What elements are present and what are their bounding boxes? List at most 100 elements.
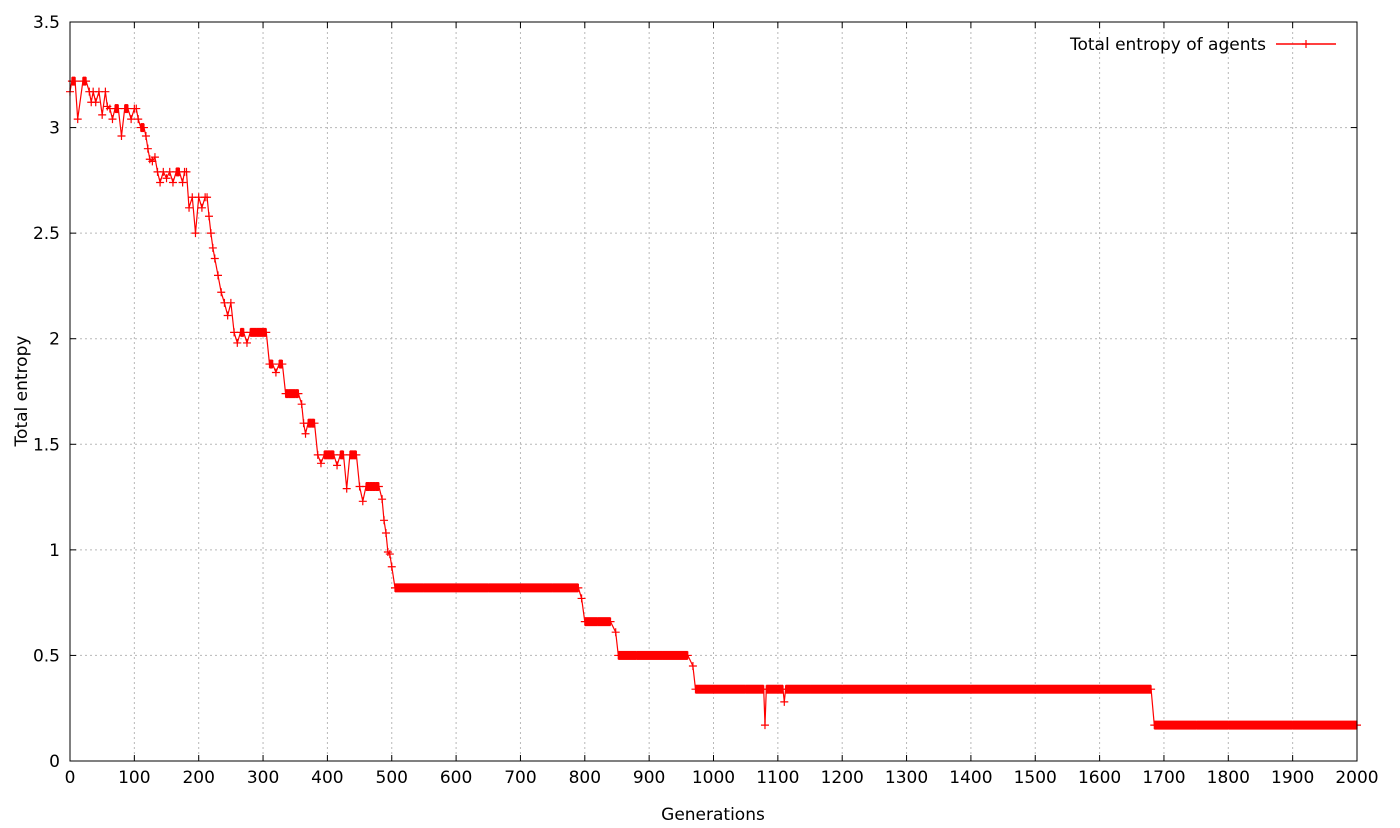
series-total-entropy-of-agents <box>66 76 1361 730</box>
data-point <box>271 368 280 377</box>
x-tick-label: 100 <box>118 768 150 788</box>
data-point <box>902 685 911 694</box>
marker-band <box>662 650 688 660</box>
x-tick-label: 1000 <box>692 768 735 788</box>
marker-band <box>810 684 843 694</box>
data-point <box>203 193 212 202</box>
data-point <box>688 661 697 670</box>
data-point <box>577 594 586 603</box>
x-tick-label: 1100 <box>756 768 799 788</box>
marker-band <box>906 684 971 694</box>
x-tick-label: 1400 <box>949 768 992 788</box>
data-point <box>262 328 271 337</box>
marker-band <box>842 684 907 694</box>
data-point <box>148 157 157 166</box>
data-point <box>82 77 91 86</box>
marker-band <box>785 684 811 694</box>
x-axis-ticks: 0 100 200 300 400 500 600 700 800 900 1000 1100 1200… <box>65 22 1379 788</box>
x-tick-label: 1800 <box>1207 768 1250 788</box>
data-point <box>966 685 975 694</box>
x-tick-label: 1700 <box>1142 768 1185 788</box>
marker-band <box>970 684 1036 694</box>
marker-band <box>520 583 553 593</box>
y-tick-label: 0.5 <box>33 646 60 666</box>
data-point <box>91 98 100 107</box>
marker-band <box>1228 720 1293 730</box>
marker-band <box>584 617 598 627</box>
data-point <box>333 461 342 470</box>
data-point <box>611 628 620 637</box>
data-point <box>197 203 206 212</box>
marker-band <box>766 684 778 694</box>
data-point <box>233 338 242 347</box>
x-tick-label: 1300 <box>885 768 928 788</box>
data-point <box>342 484 351 493</box>
y-tick-label: 2.5 <box>33 224 60 244</box>
marker-band <box>695 684 714 694</box>
data-point <box>162 174 171 183</box>
data-point <box>374 482 383 491</box>
data-point <box>316 459 325 468</box>
data-point <box>178 178 187 187</box>
data-point <box>206 229 215 238</box>
data-point <box>381 528 390 537</box>
y-tick-label: 2 <box>49 330 60 350</box>
x-tick-label: 0 <box>65 768 76 788</box>
data-point <box>143 144 152 153</box>
data-point <box>390 583 399 592</box>
y-tick-label: 1.5 <box>33 435 60 455</box>
marker-band <box>423 583 457 593</box>
data-point <box>185 203 194 212</box>
y-axis-label: Total entropy <box>12 336 32 448</box>
data-point <box>780 697 789 706</box>
data-point <box>709 685 718 694</box>
marker-band <box>745 684 764 694</box>
data-point <box>358 497 367 506</box>
data-point <box>108 115 117 124</box>
marker-band <box>1157 720 1197 730</box>
data-point <box>580 617 589 626</box>
data-point <box>452 583 461 592</box>
data-point <box>223 311 232 320</box>
x-tick-label: 600 <box>440 768 472 788</box>
data-point <box>593 617 602 626</box>
x-tick-label: 700 <box>504 768 536 788</box>
data-point <box>1153 721 1162 730</box>
data-point <box>1147 685 1156 694</box>
data-point <box>1192 721 1201 730</box>
x-tick-label: 1200 <box>821 768 864 788</box>
data-point <box>691 685 700 694</box>
x-tick-label: 900 <box>633 768 665 788</box>
data-point <box>117 132 126 141</box>
data-point <box>98 110 107 119</box>
marker-band <box>456 583 489 593</box>
data-point <box>1288 721 1297 730</box>
y-tick-label: 0 <box>49 752 60 772</box>
legend-plus-marker <box>1302 40 1310 48</box>
data-point <box>297 400 306 409</box>
data-point <box>214 271 223 280</box>
marker-band <box>1099 684 1152 694</box>
data-point <box>516 583 525 592</box>
data-point <box>301 429 310 438</box>
y-tick-label: 3 <box>49 119 60 139</box>
data-point <box>71 77 80 86</box>
y-tick-label: 1 <box>49 541 60 561</box>
data-point <box>806 685 815 694</box>
data-point <box>182 167 191 176</box>
x-tick-label: 300 <box>247 768 279 788</box>
data-point <box>204 212 213 221</box>
data-point <box>310 419 319 428</box>
data-point <box>210 254 219 263</box>
data-point <box>484 583 493 592</box>
x-axis-label: Generations <box>661 805 765 825</box>
legend-marker-glyph <box>1302 40 1310 48</box>
x-tick-label: 1900 <box>1271 768 1314 788</box>
marker-band <box>597 617 611 627</box>
data-point <box>1031 685 1040 694</box>
data-point <box>781 685 790 694</box>
data-point <box>242 338 251 347</box>
data-point <box>574 583 583 592</box>
data-point <box>352 450 361 459</box>
